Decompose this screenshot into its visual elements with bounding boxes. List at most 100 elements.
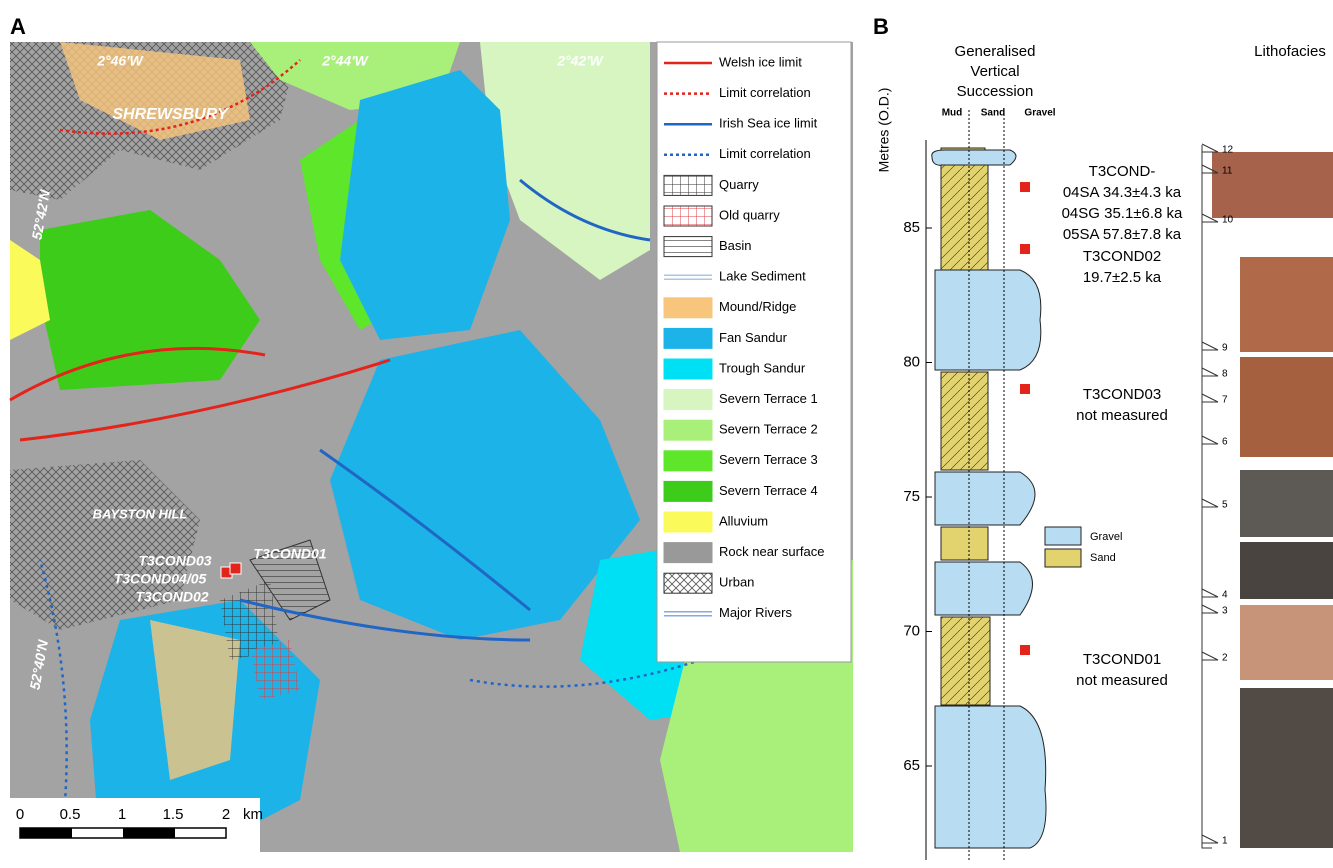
legend-swatch [663,358,713,380]
legend-swatch [663,419,713,441]
facies-tick [1201,651,1219,661]
log-title: Generalised [955,43,1036,60]
y-tick-label: 75 [903,488,920,505]
y-tick-label: 70 [903,622,920,639]
map-label: T3COND02 [135,589,208,605]
log-title: Succession [957,83,1034,100]
facies-number: 8 [1222,369,1228,380]
legend-swatch [663,542,713,564]
facies-tick [1201,143,1219,153]
facies-tick [1201,834,1219,844]
scale-label: 1 [118,806,126,823]
legend-label: Irish Sea ice limit [719,116,818,131]
sample-label: 05SA 57.8±7.8 ka [1063,226,1182,243]
facies-number: 5 [1222,500,1228,511]
panel-label: A [10,14,26,39]
legend-label: Mound/Ridge [719,299,796,314]
legend-label: Quarry [719,177,759,192]
sample-label: 04SA 34.3±4.3 ka [1063,184,1182,201]
map-label: T3COND01 [253,546,326,562]
sample-label: T3COND- [1089,163,1156,180]
facies-tick [1201,164,1219,174]
y-tick-label: 80 [903,353,920,370]
facies-number: 1 [1222,836,1228,847]
scale-label: km [243,806,263,823]
facies-number: 9 [1222,343,1228,354]
legend-swatch [663,572,713,594]
map-label: 2°46'W [96,53,144,69]
facies-number: 2 [1222,653,1228,664]
map-label: BAYSTON HILL [93,506,188,521]
legend-label: Urban [719,575,754,590]
map-label: T3COND03 [138,553,211,569]
facies-tick [1201,588,1219,598]
map-label: SHREWSBURY [112,106,229,123]
map-label: T3COND04/05 [114,571,207,587]
legend-label: Old quarry [719,207,780,222]
facies-number: 4 [1222,590,1228,601]
map-label: 2°44'W [321,53,369,69]
column-label: Mud [942,108,963,119]
facies-tick [1201,341,1219,351]
legend-swatch [663,480,713,502]
facies-tick [1201,498,1219,508]
legend-swatch [663,450,713,472]
lithofacies-title: Lithofacies [1254,43,1326,60]
map [9,41,853,853]
facies-tick [1201,393,1219,403]
scale-label: 0 [16,806,24,823]
log-title: Vertical [970,63,1019,80]
legend-swatch [663,297,713,319]
legend-label: Severn Terrace 2 [719,422,818,437]
sample-label: not measured [1076,672,1168,689]
y-tick-label: 85 [903,219,920,236]
legend-swatch [663,511,713,533]
log-legend-label: Sand [1090,552,1116,564]
y-tick-label: 65 [903,757,920,774]
sample-label: T3COND01 [1083,651,1161,668]
sample-label: T3COND02 [1083,248,1161,265]
sample-label: T3COND03 [1083,386,1161,403]
facies-tick [1201,367,1219,377]
legend-label: Severn Terrace 1 [719,391,818,406]
legend-label: Limit correlation [719,85,811,100]
legend-label: Limit correlation [719,146,811,161]
facies-number: 10 [1222,215,1234,226]
facies-tick [1201,213,1219,223]
column-label: Gravel [1024,108,1055,119]
legend-label: Severn Terrace 3 [719,452,818,467]
legend-label: Trough Sandur [719,360,806,375]
legend-swatch [663,389,713,411]
legend-swatch [663,174,713,196]
legend-label: Severn Terrace 4 [719,483,818,498]
legend-label: Basin [719,238,752,253]
legend-label: Welsh ice limit [719,54,802,69]
sample-label: 19.7±2.5 ka [1083,269,1162,286]
sample-label: not measured [1076,407,1168,424]
facies-number: 12 [1222,145,1234,156]
facies-number: 11 [1222,166,1233,177]
legend-label: Rock near surface [719,544,825,559]
log [925,110,1333,860]
facies-tick [1201,604,1219,614]
legend-label: Alluvium [719,513,768,528]
column-label: Sand [981,108,1005,119]
map-label: 2°42'W [556,53,604,69]
facies-tick [1201,435,1219,445]
scale-label: 1.5 [163,806,184,823]
legend-label: Lake Sediment [719,269,806,284]
panel-label: B [873,14,889,39]
sample-label: 04SG 35.1±6.8 ka [1062,205,1183,222]
log-legend-label: Gravel [1090,531,1122,543]
legend-label: Fan Sandur [719,330,788,345]
facies-number: 7 [1222,395,1228,406]
legend-swatch [663,327,713,349]
legend-swatch [663,205,713,227]
legend-swatch [663,236,713,258]
facies-number: 3 [1222,606,1228,617]
y-axis-label: Metres (O.D.) [876,88,892,173]
facies-number: 6 [1222,437,1228,448]
scale-label: 2 [222,806,230,823]
scale-label: 0.5 [60,806,81,823]
